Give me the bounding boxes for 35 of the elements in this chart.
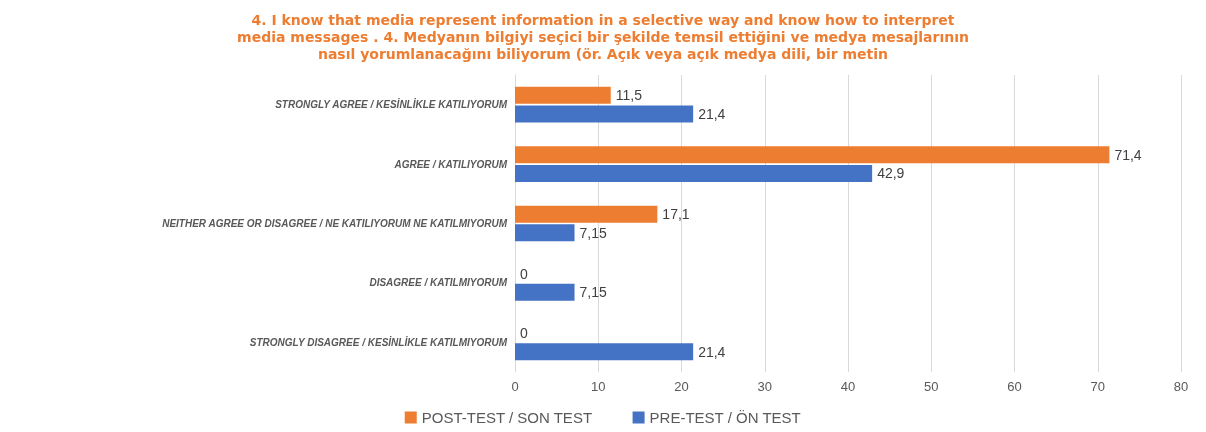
y-tick-label: DISAGREE / KATILMIYORUM bbox=[369, 277, 508, 289]
data-label: 11,5 bbox=[615, 87, 643, 104]
x-tick-label: 40 bbox=[840, 379, 856, 394]
bar bbox=[515, 343, 694, 361]
bar bbox=[515, 164, 873, 182]
data-label: 0 bbox=[520, 265, 528, 282]
bar bbox=[515, 146, 1110, 164]
chart-title: 4. I know that media represent information in a selective way and know how to interpret media messages . 4. Medyanın bilgiyi seçici bir şekilde temsil ettiğini ve medya mesajlarının nasıl yorumlanacağını biliyorum (ör. Açık veya açık medya dili, bir metin bbox=[237, 11, 969, 62]
y-tick-label: STRONGLY DISAGREE / KESİNLİKLE KATILMIYORUM bbox=[249, 335, 508, 348]
x-tick-label: 10 bbox=[591, 379, 606, 394]
bar bbox=[515, 205, 658, 223]
bar bbox=[515, 105, 694, 123]
data-label: 21,4 bbox=[698, 106, 726, 123]
data-label: 0 bbox=[520, 324, 528, 341]
legend-label: POST-TEST / SON TEST bbox=[421, 409, 593, 426]
data-label: 7,15 bbox=[579, 284, 607, 301]
x-tick-label: 70 bbox=[1090, 379, 1105, 394]
x-tick-label: 50 bbox=[924, 379, 939, 394]
legend-label: PRE-TEST / ÖN TEST bbox=[649, 409, 801, 426]
bar bbox=[515, 283, 575, 301]
x-tick-label: 80 bbox=[1173, 379, 1189, 394]
data-label: 71,4 bbox=[1114, 146, 1142, 163]
y-tick-label: STRONGLY AGREE / KESİNLİKLE KATILIYORUM bbox=[275, 98, 508, 111]
data-label: 7,15 bbox=[579, 224, 607, 241]
bar bbox=[515, 86, 611, 104]
x-tick-label: 60 bbox=[1007, 379, 1022, 394]
x-tick-label: 0 bbox=[511, 379, 519, 394]
y-tick-label: NEITHER AGREE OR DISAGREE / NE KATILIYORUM NE KATILMIYORUM bbox=[162, 218, 508, 229]
data-label: 42,9 bbox=[877, 165, 905, 182]
x-tick-label: 30 bbox=[757, 379, 772, 394]
data-label: 21,4 bbox=[698, 343, 726, 360]
y-tick-label: AGREE / KATILIYORUM bbox=[393, 158, 508, 170]
data-label: 17,1 bbox=[662, 206, 690, 223]
bar bbox=[515, 224, 575, 242]
x-tick-label: 20 bbox=[674, 379, 689, 394]
